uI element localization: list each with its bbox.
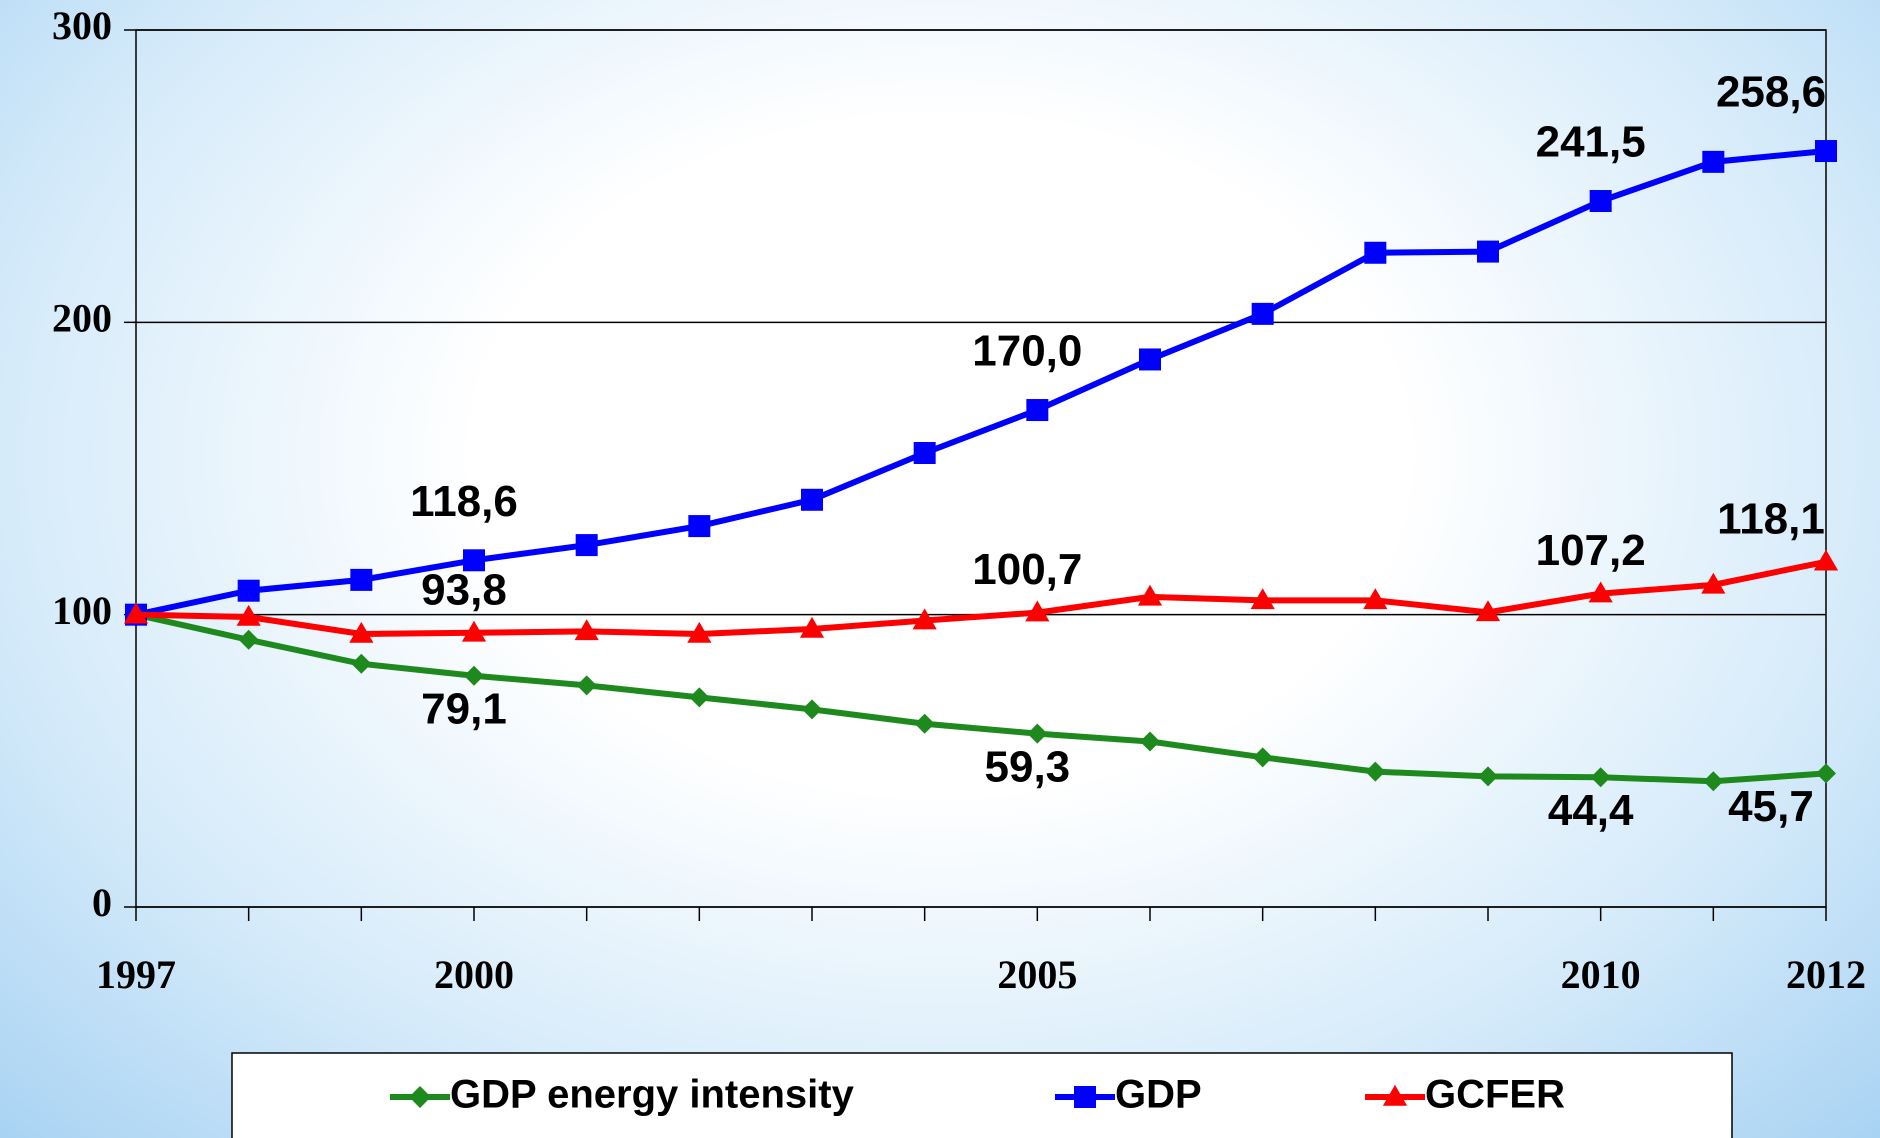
data-point [351,653,372,674]
legend-label: GDP energy intensity [450,1073,855,1117]
data-label: 59,3 [985,742,1071,791]
x-tick-label: 2010 [1561,952,1641,997]
data-point [575,534,598,557]
legend-marker [1074,1086,1096,1108]
data-point [236,604,261,626]
data-point [799,616,825,638]
data-point [687,621,712,643]
data-point [1477,240,1499,263]
y-tick-label: 0 [92,880,112,925]
data-label: 45,7 [1728,782,1814,831]
legend-marker [409,1086,431,1108]
data-point [1027,723,1048,744]
y-tick-label: 200 [52,296,112,341]
data-point [1703,771,1724,792]
data-point [576,675,597,696]
data-point [237,579,260,602]
data-point [688,515,711,538]
data-point [913,442,936,465]
data-point [461,620,487,642]
data-label: 79,1 [421,684,507,733]
data-label: 170,0 [972,327,1082,376]
data-point [1702,150,1725,173]
data-point [238,629,259,650]
data-point [1363,588,1388,610]
data-label: 118,6 [410,477,518,526]
y-tick-label: 100 [52,588,112,633]
x-tick-label: 2012 [1786,952,1866,997]
x-tick-label: 1997 [96,952,176,997]
data-label: 258,6 [1716,68,1826,117]
data-point [1252,747,1273,768]
data-point [1588,581,1613,603]
data-point [1701,572,1726,594]
x-tick-label: 2000 [434,952,514,997]
data-point [1026,399,1049,422]
series-line [135,611,1827,785]
data-point [1816,763,1836,784]
data-point [912,608,937,630]
data-point [1137,584,1163,606]
x-tick-label: 2005 [997,952,1077,997]
series-line [135,148,1827,618]
data-label: 118,1 [1717,494,1825,543]
data-point [464,665,484,686]
data-point [1139,348,1161,371]
data-point [123,602,149,624]
data-point [1140,731,1160,752]
data-point [1025,600,1050,622]
legend-label: GCFER [1425,1073,1565,1117]
data-point [574,619,599,641]
data-point [1478,766,1498,787]
data-point [802,699,822,720]
legend-marker [1382,1084,1408,1106]
series-line [135,558,1827,637]
legend-label: GDP [1115,1073,1202,1117]
data-label: 241,5 [1536,118,1646,167]
data-point [1250,588,1275,610]
y-tick-label: 300 [52,3,112,48]
data-point [1590,767,1611,788]
data-label: 44,4 [1548,786,1634,835]
data-point [349,621,374,643]
data-point [801,488,823,511]
data-point [1475,600,1501,622]
data-point [914,713,935,734]
legend [231,1052,1733,1138]
data-label: 93,8 [421,565,507,614]
data-label: 107,2 [1536,526,1646,575]
data-point [463,549,485,572]
data-point [1815,140,1837,163]
data-point [350,568,373,591]
data-label: 100,7 [972,545,1082,594]
data-point [1251,302,1274,325]
data-point [1365,761,1386,782]
data-point [1813,549,1839,571]
data-point [1364,241,1387,264]
data-point [1589,190,1612,213]
data-point [689,687,710,708]
